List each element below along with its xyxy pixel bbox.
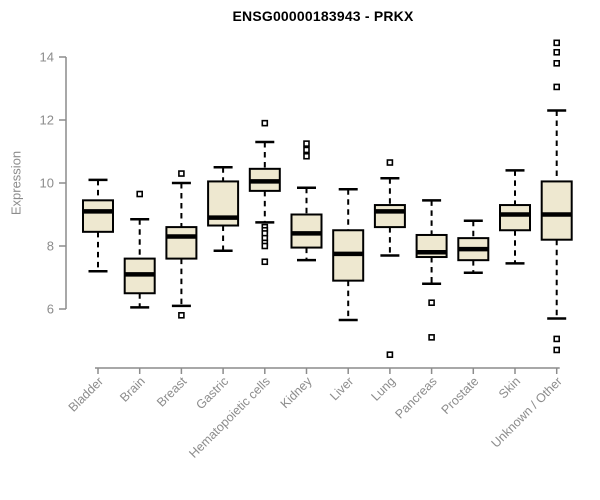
outlier-point	[136, 190, 143, 198]
iqr-box	[499, 204, 531, 232]
x-tick-label: Bladder	[66, 374, 106, 414]
outlier-point	[553, 48, 561, 56]
x-tick-label: Liver	[327, 374, 356, 403]
outlier-point	[261, 119, 269, 127]
y-tick-label: 8	[47, 239, 54, 254]
iqr-box	[165, 226, 198, 260]
outlier-point	[303, 146, 310, 154]
x-tick-label: Lung	[368, 374, 398, 404]
x-tick-label: Kidney	[278, 374, 315, 411]
iqr-box	[540, 180, 573, 241]
outlier-point	[553, 83, 561, 91]
outlier-point	[553, 346, 561, 354]
iqr-box	[290, 213, 323, 249]
y-tick-label: 12	[40, 113, 54, 128]
outlier-point	[553, 59, 561, 67]
outlier-point	[178, 170, 185, 177]
x-tick-label: Gastric	[193, 374, 231, 412]
outlier-point	[428, 299, 435, 307]
x-tick-label: Breast	[154, 374, 190, 410]
outlier-point	[303, 152, 310, 160]
outlier-point	[261, 242, 269, 250]
outlier-point	[178, 311, 185, 319]
x-tick-label: Skin	[496, 374, 523, 401]
outlier-point	[553, 39, 561, 47]
y-tick-label: 14	[40, 50, 54, 65]
x-tick-label: Pancreas	[392, 374, 439, 421]
x-tick-label: Hematopoietic cells	[186, 374, 273, 461]
outlier-point	[261, 258, 269, 266]
outlier-point	[386, 351, 394, 358]
iqr-box	[82, 199, 114, 233]
outlier-point	[428, 334, 435, 341]
x-tick-label: Brain	[117, 374, 148, 405]
outlier-point	[303, 140, 310, 147]
outlier-point	[386, 159, 394, 166]
outlier-point	[553, 335, 561, 343]
chart-title: ENSG00000183943 - PRKX	[232, 8, 414, 24]
iqr-box	[373, 204, 406, 229]
y-tick-label: 6	[47, 302, 54, 317]
x-tick-label: Unknown / Other	[489, 374, 565, 450]
x-tick-label: Prostate	[439, 374, 482, 417]
y-tick-label: 10	[40, 176, 54, 191]
